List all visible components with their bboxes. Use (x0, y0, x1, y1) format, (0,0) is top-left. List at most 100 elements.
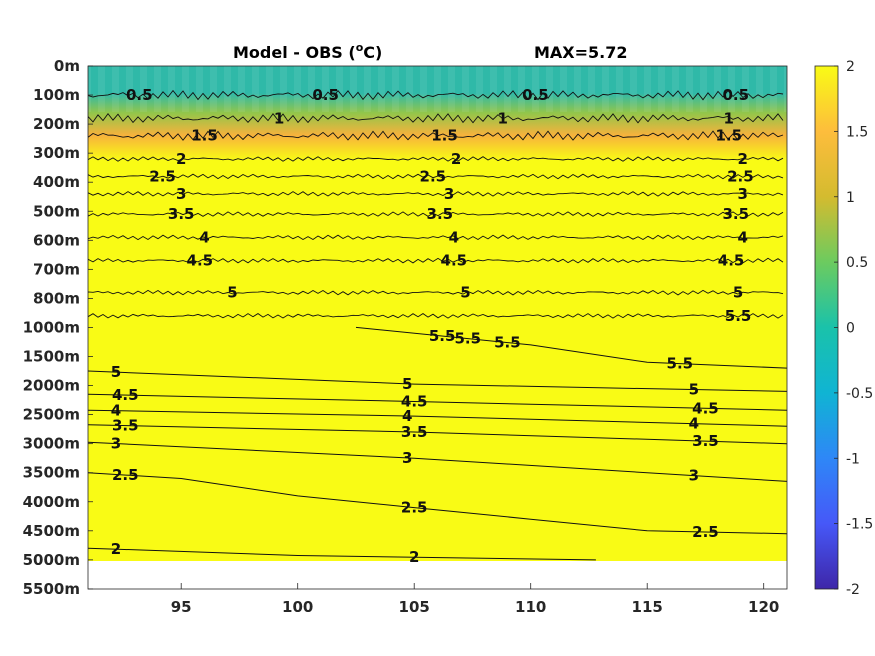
contour-label: 5.5 (455, 330, 482, 348)
contour-label: 3 (402, 449, 412, 467)
colorbar-tick-label: 1 (846, 190, 855, 206)
y-tick-label: 1500m (23, 348, 80, 366)
contour-line (88, 234, 784, 241)
contour-label: 2 (738, 150, 748, 168)
contour-line (88, 191, 784, 197)
colorbar-ticks: 2 1.5 1 0.5 0 -0.5 -1 -1.5 -2 (834, 59, 873, 598)
contour-label: 4 (689, 415, 699, 433)
colorbar-tick-label: 1.5 (846, 124, 868, 140)
y-tick-label: 2000m (23, 377, 80, 395)
contour-label: 0.5 (722, 86, 749, 104)
contour-label: 1 (498, 109, 508, 127)
colorbar-tick-label: -2 (846, 582, 860, 598)
title-unit-superscript: o (356, 41, 364, 54)
y-tick-label: 300m (33, 144, 80, 162)
contour-label: 5 (733, 284, 743, 302)
x-tick-label: 115 (632, 598, 663, 616)
contour-label: 5 (227, 284, 237, 302)
x-tick-label: 105 (399, 598, 430, 616)
colorbar-tick-label: 2 (846, 59, 855, 75)
contour-label: 3 (111, 435, 121, 453)
contour-line (88, 112, 784, 124)
contour-lines (88, 89, 787, 561)
contour-label: 4 (402, 407, 412, 425)
y-tick-label: 0m (54, 57, 80, 75)
contour-line (88, 424, 787, 445)
y-tick-label: 5000m (23, 551, 80, 569)
title-unit-text: C) (363, 43, 382, 62)
contour-label: 3.5 (112, 417, 139, 435)
y-tick-label: 3500m (23, 464, 80, 482)
contour-line (355, 326, 787, 369)
colorbar-tick-label: -1.5 (846, 517, 873, 533)
contour-label: 5 (460, 284, 470, 302)
y-tick-label: 1000m (23, 318, 80, 336)
contour-label: 1.5 (431, 127, 458, 145)
contour-label: 5 (111, 363, 121, 381)
title-text: Model - OBS ( (233, 43, 356, 62)
contour-label: 2.5 (149, 167, 176, 185)
colorbar-tick-label: -0.5 (846, 386, 873, 402)
y-tick-label: 200m (33, 115, 80, 133)
contour-label: 4.5 (112, 386, 139, 404)
y-tick-label: 4500m (23, 522, 80, 540)
contour-label: 1.5 (715, 127, 742, 145)
contour-label: 4 (111, 402, 121, 420)
y-tick-label: 100m (33, 86, 80, 104)
contour-label: 5.5 (494, 334, 521, 352)
plot-area: 0.5 0.5 0.5 0.51 1 11.5 1.5 1.52 2 22.5 2.5 2.53 3 33… (87, 65, 788, 590)
svg-text:Model - OBS (oC): Model - OBS (oC) (233, 41, 382, 62)
contour-label: 2 (176, 150, 186, 168)
temperature-difference-field (88, 66, 787, 561)
contour-label: 1.5 (191, 127, 218, 145)
chart-title: Model - OBS (oC) MAX=5.72 (233, 41, 628, 62)
contour-label: 4.5 (692, 399, 719, 417)
x-axis: 95 100 105 110 115 120 (171, 583, 779, 616)
colorbar-tick-label: 0.5 (846, 255, 868, 271)
y-tick-label: 2500m (23, 406, 80, 424)
x-tick-label: 120 (748, 598, 779, 616)
contour-line (88, 156, 784, 162)
contour-line (88, 211, 784, 217)
contour-label: 5 (689, 381, 699, 399)
contour-label: 3.5 (401, 423, 428, 441)
contour-label: 4.5 (441, 252, 468, 270)
contour-line (88, 441, 787, 482)
y-tick-label: 4000m (23, 493, 80, 511)
contour-label: 2.5 (401, 499, 428, 517)
y-tick-label: 5500m (23, 580, 80, 598)
colorbar: 2 1.5 1 0.5 0 -0.5 -1 -1.5 -2 (814, 59, 873, 598)
field-texture (88, 66, 787, 112)
y-tick-label: 400m (33, 173, 80, 191)
contour-label: 2.5 (112, 466, 139, 484)
contour-label: 4 (199, 228, 209, 246)
contour-label: 3.5 (168, 205, 195, 223)
y-axis: 0m 100m 200m 300m 400m 500m 600m 700m 800m 1000m 1… (23, 57, 93, 598)
contour-line (88, 173, 784, 180)
contour-line (88, 393, 787, 411)
y-tick-label: 600m (33, 231, 80, 249)
contour-label: 0.5 (126, 86, 153, 104)
y-tick-label: 700m (33, 260, 80, 278)
contour-line (88, 547, 596, 561)
contour-label: 3.5 (427, 205, 454, 223)
y-tick-label: 800m (33, 289, 80, 307)
contour-label: 2.5 (692, 523, 719, 541)
contour-line (88, 130, 784, 141)
contour-label: 3 (738, 185, 748, 203)
contour-label: 2.5 (420, 167, 447, 185)
contour-label: 0.5 (312, 86, 339, 104)
contour-label: 1 (274, 109, 284, 127)
contour-label: 2 (451, 150, 461, 168)
x-tick-label: 100 (282, 598, 313, 616)
contour-line (88, 472, 787, 535)
contour-label: 5.5 (725, 307, 752, 325)
contour-label: 3 (689, 467, 699, 485)
contour-label: 4.5 (187, 252, 214, 270)
contour-label: 2 (111, 540, 121, 558)
contour-label: 3 (444, 185, 454, 203)
contour-label: 4.5 (718, 252, 745, 270)
contour-label: 5.5 (667, 355, 694, 373)
contour-line (88, 89, 784, 101)
